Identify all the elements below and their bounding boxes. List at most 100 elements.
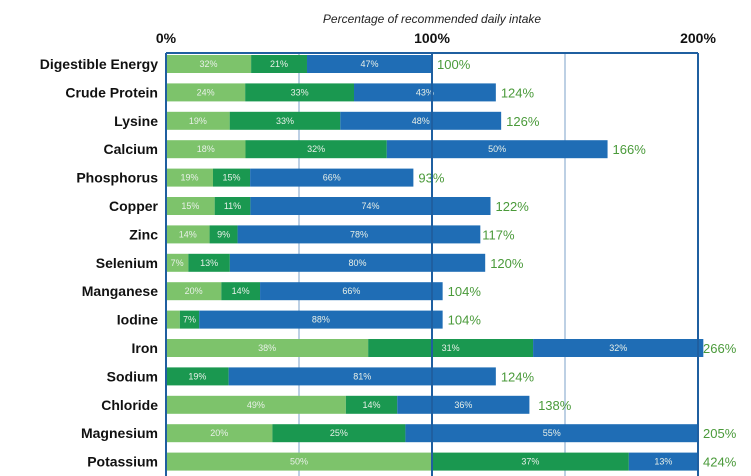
- total-label: 124%: [501, 369, 535, 384]
- segment-label: 21%: [270, 59, 288, 69]
- category-label: Lysine: [114, 113, 158, 129]
- segment-label: 80%: [349, 258, 367, 268]
- total-label: 122%: [496, 199, 530, 214]
- total-label: 120%: [490, 256, 524, 271]
- category-label: Sodium: [107, 368, 158, 384]
- bar-segment: [166, 83, 246, 102]
- segment-label: 15%: [223, 173, 241, 183]
- total-label: 117%: [482, 227, 515, 242]
- category-label: Selenium: [96, 255, 158, 271]
- segment-label: 14%: [363, 400, 381, 410]
- total-label: 205%: [703, 426, 737, 441]
- segment-label: 24%: [197, 87, 215, 97]
- bar-segment: [166, 424, 273, 443]
- bar-segment: [228, 367, 496, 386]
- segment-label: 74%: [361, 201, 379, 211]
- bar-segment: [166, 395, 346, 414]
- segment-label: 19%: [188, 371, 206, 381]
- bar-segment: [214, 197, 251, 215]
- total-label: 126%: [506, 114, 540, 129]
- bar-segment: [199, 310, 443, 329]
- category-label: Iodine: [117, 312, 158, 328]
- segment-label: 25%: [330, 428, 348, 438]
- bar-segment: [166, 282, 222, 301]
- bar-segment: [533, 339, 704, 357]
- bar-segment: [166, 140, 246, 159]
- total-label: 104%: [448, 284, 482, 299]
- category-label: Magnesium: [81, 425, 158, 441]
- segment-label: 50%: [290, 457, 308, 467]
- bar-segment: [229, 253, 486, 272]
- bar-segment: [368, 339, 534, 357]
- bar-segment: [306, 55, 432, 73]
- bar-segment: [251, 55, 307, 73]
- bar-segment: [166, 339, 369, 357]
- category-label: Zinc: [129, 226, 158, 242]
- segment-label: 55%: [543, 428, 561, 438]
- segment-label: 14%: [179, 229, 197, 239]
- bar-segment: [628, 452, 698, 471]
- bar-segment: [166, 111, 230, 130]
- segment-label: 9%: [217, 229, 230, 239]
- bar-segment: [209, 225, 238, 244]
- segment-label: 19%: [180, 173, 198, 183]
- segment-label: 15%: [181, 201, 199, 211]
- bar-segment: [405, 424, 698, 443]
- segment-label: 32%: [200, 59, 218, 69]
- segment-label: 14%: [232, 286, 250, 296]
- category-label: Phosphorus: [76, 170, 158, 186]
- bar-segment: [188, 253, 230, 272]
- bar-segment: [229, 111, 341, 130]
- bar-segment: [166, 55, 252, 73]
- segment-label: 66%: [323, 173, 341, 183]
- bar-segment: [179, 310, 200, 329]
- segment-label: 33%: [276, 116, 294, 126]
- segment-label: 38%: [258, 343, 276, 353]
- segment-label: 32%: [609, 343, 627, 353]
- bar-segment: [250, 168, 414, 187]
- segment-label: 66%: [342, 286, 360, 296]
- segment-label: 7%: [183, 315, 196, 325]
- bar-segment: [432, 452, 629, 471]
- segment-label: 50%: [488, 144, 506, 154]
- bar-segment: [272, 424, 406, 443]
- total-label: 166%: [613, 142, 647, 157]
- segment-label: 18%: [197, 144, 215, 154]
- bar-segment: [345, 395, 398, 414]
- category-label: Iron: [132, 340, 158, 356]
- bar-segment: [213, 168, 251, 187]
- bar-segment: [260, 282, 443, 301]
- bar-segment: [166, 367, 229, 386]
- segment-label: 37%: [521, 457, 539, 467]
- x-tick-label: 0%: [156, 30, 177, 46]
- total-label: 424%: [703, 455, 737, 470]
- bar-segment: [386, 140, 608, 159]
- total-label: 138%: [538, 398, 572, 413]
- bar-segment: [166, 168, 214, 187]
- segment-label: 32%: [307, 144, 325, 154]
- segment-label: 33%: [291, 87, 309, 97]
- category-label: Potassium: [87, 454, 158, 470]
- x-tick-label: 100%: [414, 30, 450, 46]
- bar-segment: [166, 197, 215, 215]
- bar-segment: [166, 253, 189, 272]
- segment-label: 88%: [312, 315, 330, 325]
- bar-segment: [250, 197, 491, 215]
- bar-segment: [354, 83, 496, 102]
- bar-segment: [166, 310, 180, 329]
- segment-label: 7%: [171, 258, 184, 268]
- category-label: Manganese: [82, 283, 158, 299]
- segment-label: 47%: [360, 59, 378, 69]
- category-label: Copper: [109, 198, 159, 214]
- bar-segment: [245, 83, 355, 102]
- segment-label: 78%: [350, 229, 368, 239]
- segment-label: 31%: [442, 343, 460, 353]
- bar-segment: [245, 140, 387, 159]
- segment-label: 43%: [416, 87, 434, 97]
- total-label: 124%: [501, 85, 535, 100]
- x-tick-label: 200%: [680, 30, 716, 46]
- total-label: 104%: [448, 313, 482, 328]
- category-label: Digestible Energy: [40, 56, 158, 72]
- chart-title: Percentage of recommended daily intake: [323, 12, 541, 26]
